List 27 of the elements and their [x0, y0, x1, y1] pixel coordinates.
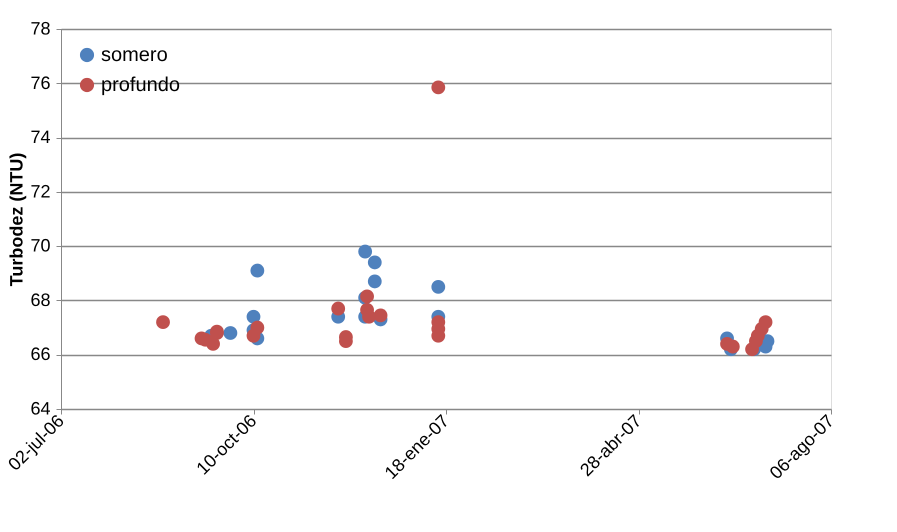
point	[431, 280, 446, 294]
y-tick-label: 70	[30, 236, 50, 256]
point	[331, 302, 346, 316]
point	[156, 315, 170, 330]
y-tick-label: 76	[30, 72, 50, 93]
point	[246, 310, 260, 324]
point	[431, 80, 446, 94]
point	[250, 264, 264, 278]
point	[368, 256, 382, 270]
point	[368, 274, 382, 288]
point	[362, 310, 376, 324]
point	[374, 308, 388, 322]
legend-label: profundo	[101, 74, 180, 96]
point	[358, 244, 372, 258]
point	[206, 336, 220, 351]
point	[758, 315, 772, 330]
point	[224, 326, 238, 340]
y-tick-label: 66	[30, 344, 50, 364]
y-tick-label: 68	[30, 290, 50, 310]
point	[250, 320, 264, 334]
y-tick-label: 72	[30, 181, 50, 202]
legend-label: somero	[101, 44, 168, 66]
y-tick-label: 64	[30, 398, 50, 418]
point	[726, 340, 740, 354]
y-tick-label: 74	[30, 127, 50, 148]
y-tick-label: 78	[30, 18, 50, 38]
y-axis-title: Turbodez (NTU)	[6, 152, 26, 286]
